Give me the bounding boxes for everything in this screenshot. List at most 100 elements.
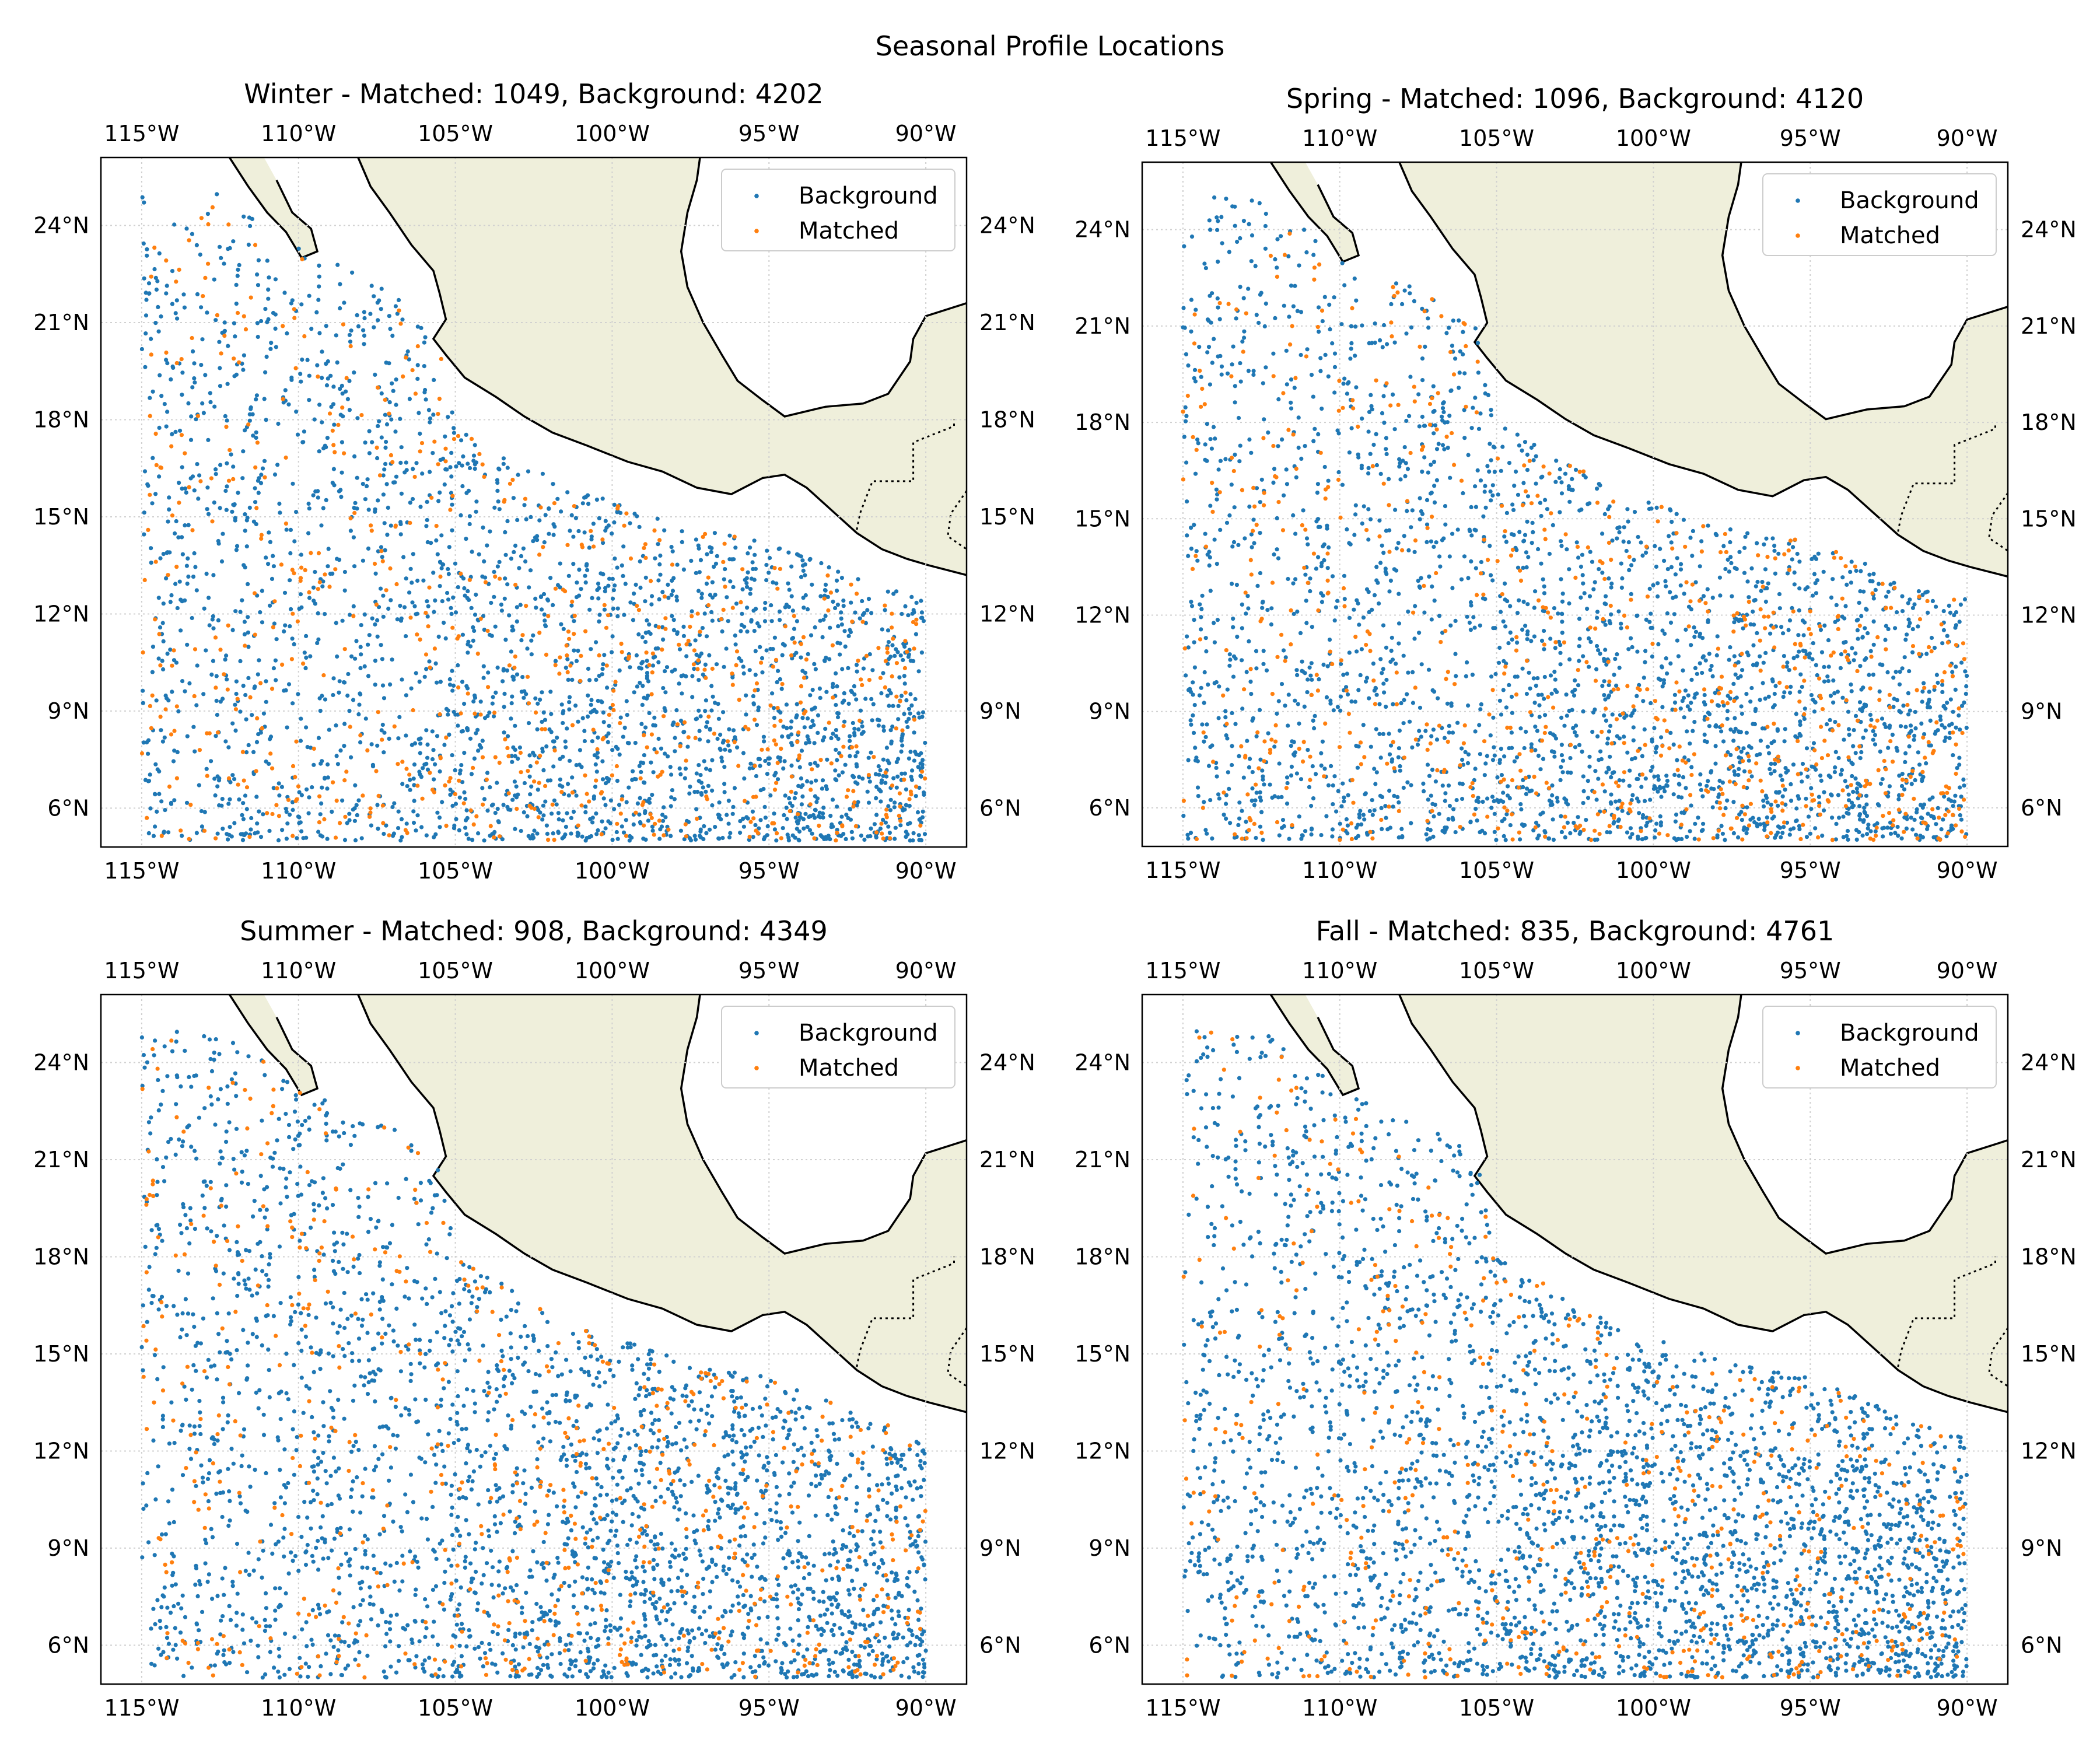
scatter-point [306, 501, 311, 506]
scatter-point [820, 834, 824, 839]
scatter-point [775, 586, 780, 591]
scatter-point [1951, 753, 1955, 758]
scatter-point [513, 583, 518, 587]
scatter-point [368, 806, 373, 811]
scatter-point [904, 787, 908, 792]
scatter-point [1728, 645, 1732, 650]
scatter-point [200, 401, 205, 406]
scatter-point [818, 594, 823, 598]
scatter-point [1574, 723, 1578, 728]
scatter-point [1790, 606, 1794, 610]
series-matched [139, 205, 928, 843]
scatter-point [154, 287, 159, 292]
scatter-point [732, 740, 737, 744]
scatter-point [474, 509, 478, 514]
scatter-point [919, 598, 923, 603]
scatter-point [446, 572, 452, 576]
scatter-point [304, 787, 309, 792]
scatter-point [302, 334, 307, 339]
scatter-point [615, 614, 620, 618]
scatter-point [254, 393, 259, 398]
scatter-point [650, 594, 654, 598]
scatter-point [1598, 749, 1603, 754]
scatter-point [340, 618, 345, 623]
scatter-point [536, 788, 540, 792]
scatter-point [1794, 712, 1798, 716]
scatter-point [656, 736, 661, 741]
scatter-point [1442, 736, 1447, 740]
scatter-point [439, 533, 444, 538]
scatter-point [1836, 793, 1840, 797]
scatter-point [162, 735, 167, 740]
scatter-point [1231, 617, 1236, 621]
scatter-point [1954, 725, 1958, 730]
scatter-point [274, 678, 278, 682]
scatter-point [1542, 584, 1546, 589]
scatter-point [596, 698, 600, 704]
scatter-point [582, 729, 587, 733]
scatter-point [167, 495, 172, 500]
scatter-point [466, 642, 470, 647]
scatter-point [529, 784, 534, 789]
scatter-point [199, 363, 204, 368]
scatter-point [1189, 604, 1195, 608]
scatter-point [1501, 688, 1506, 692]
scatter-point [439, 566, 444, 570]
scatter-point [376, 710, 380, 715]
scatter-point [1690, 729, 1695, 733]
scatter-point [422, 364, 426, 369]
scatter-point [1224, 793, 1228, 797]
scatter-point [400, 760, 405, 764]
scatter-point [886, 824, 891, 829]
scatter-point [1348, 356, 1353, 361]
scatter-point [1203, 442, 1208, 447]
scatter-point [1525, 519, 1530, 524]
scatter-point [215, 712, 219, 718]
scatter-point [1304, 250, 1309, 255]
scatter-point [1426, 470, 1430, 475]
scatter-point [1843, 604, 1848, 608]
scatter-point [1294, 771, 1299, 776]
scatter-point [786, 604, 792, 609]
scatter-point [425, 540, 430, 545]
scatter-point [208, 400, 213, 405]
scatter-point [1192, 640, 1196, 645]
scatter-point [706, 783, 710, 788]
scatter-point [1581, 654, 1586, 659]
scatter-point [643, 725, 648, 730]
scatter-point [320, 349, 324, 354]
scatter-point [211, 659, 215, 663]
scatter-point [885, 650, 890, 655]
scatter-point [397, 308, 401, 313]
scatter-point [752, 764, 757, 768]
scatter-point [155, 279, 160, 284]
scatter-point [1826, 638, 1831, 643]
scatter-point [738, 600, 743, 604]
scatter-point [197, 748, 202, 752]
scatter-point [382, 521, 387, 526]
scatter-point [518, 750, 523, 755]
scatter-point [591, 727, 596, 732]
scatter-point [1182, 244, 1186, 249]
scatter-point [922, 790, 926, 795]
scatter-point [1558, 778, 1563, 782]
x-tick-label: 110°W [261, 121, 336, 146]
scatter-point [411, 809, 416, 814]
scatter-point [446, 415, 450, 419]
scatter-point [1930, 795, 1935, 800]
scatter-point [280, 828, 285, 832]
scatter-point [552, 748, 557, 752]
scatter-point [311, 493, 316, 498]
scatter-point [683, 766, 688, 771]
scatter-point [1240, 808, 1244, 813]
scatter-point [695, 667, 700, 671]
scatter-point [1237, 754, 1241, 758]
scatter-point [253, 632, 257, 637]
scatter-point [456, 433, 461, 439]
coastline-gulf [680, 158, 967, 418]
scatter-point [218, 366, 222, 370]
scatter-point [813, 667, 818, 671]
scatter-point [1679, 836, 1684, 841]
scatter-point [190, 615, 194, 621]
scatter-point [826, 608, 831, 613]
